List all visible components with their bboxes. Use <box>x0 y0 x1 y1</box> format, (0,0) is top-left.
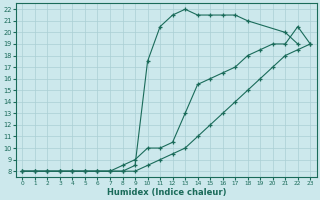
X-axis label: Humidex (Indice chaleur): Humidex (Indice chaleur) <box>107 188 226 197</box>
